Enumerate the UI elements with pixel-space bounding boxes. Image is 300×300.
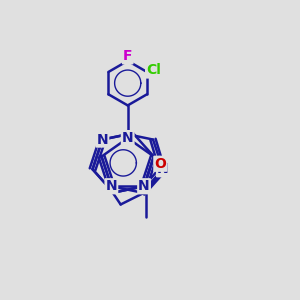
Text: N: N	[97, 133, 108, 147]
Text: F: F	[123, 50, 133, 63]
Text: N: N	[157, 162, 169, 176]
Text: O: O	[154, 157, 166, 171]
Text: Cl: Cl	[146, 64, 161, 77]
Text: N: N	[122, 131, 134, 145]
Text: N: N	[138, 179, 150, 193]
Text: N: N	[106, 179, 117, 193]
